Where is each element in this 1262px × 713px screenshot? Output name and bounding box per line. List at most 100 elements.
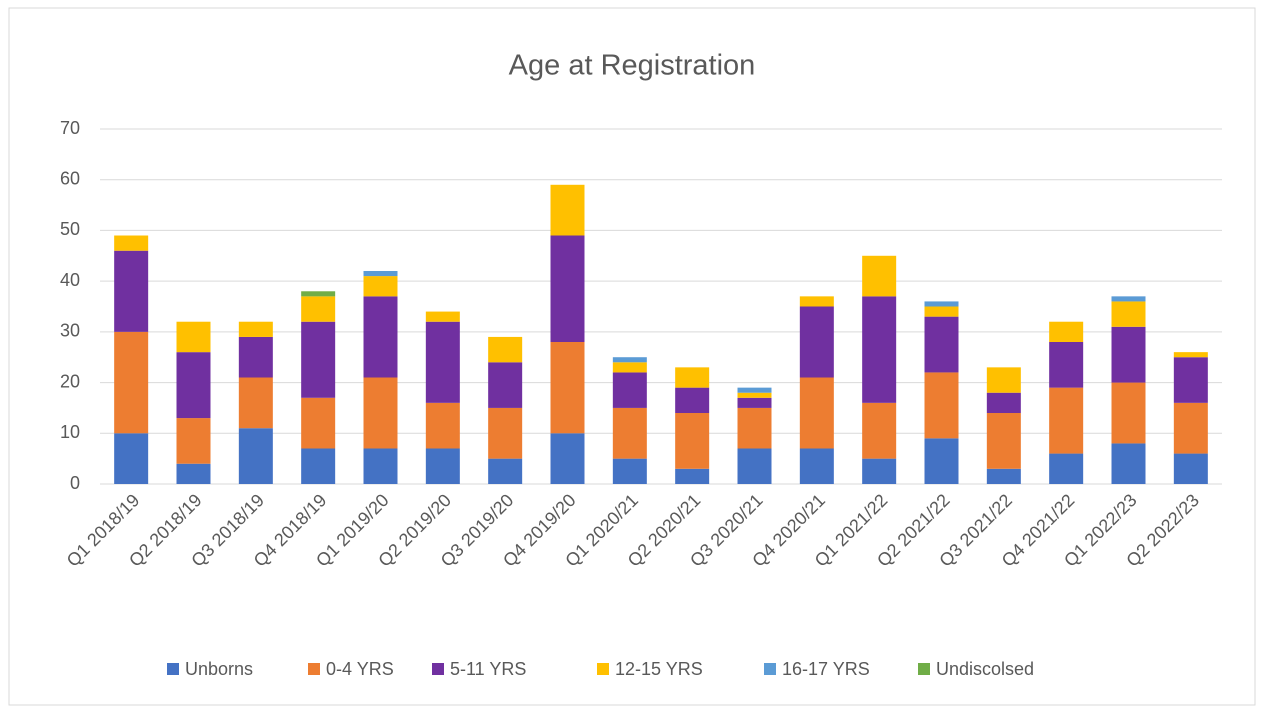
bar-segment bbox=[924, 372, 959, 439]
y-tick-label: 60 bbox=[60, 168, 80, 188]
y-tick-label: 0 bbox=[70, 473, 80, 493]
bar-segment bbox=[1173, 402, 1208, 454]
bar-segment bbox=[1173, 357, 1208, 403]
bar-segment bbox=[301, 448, 336, 484]
bar-segment bbox=[176, 418, 211, 464]
bar-segment bbox=[425, 321, 460, 403]
bar-segment bbox=[363, 276, 398, 297]
bar-segment bbox=[675, 413, 710, 469]
chart-title: Age at Registration bbox=[509, 50, 756, 82]
legend-swatch bbox=[918, 663, 930, 675]
bar-segment bbox=[862, 402, 897, 459]
bar-segment bbox=[1111, 382, 1146, 444]
bar-segment bbox=[799, 448, 834, 484]
y-tick-label: 40 bbox=[60, 270, 80, 290]
legend-label: 0-4 YRS bbox=[326, 659, 394, 679]
legend-label: 12-15 YRS bbox=[615, 659, 703, 679]
bar-segment bbox=[238, 377, 273, 429]
bar-segment bbox=[176, 352, 211, 419]
legend-label: 5-11 YRS bbox=[450, 659, 526, 679]
bar-segment bbox=[425, 311, 460, 322]
bar-segment bbox=[1111, 326, 1146, 383]
bar-segment bbox=[737, 448, 772, 484]
bar-segment bbox=[986, 413, 1021, 469]
chart-border bbox=[8, 7, 1256, 706]
legend-swatch bbox=[432, 663, 444, 675]
bar-segment bbox=[114, 331, 149, 434]
legend-label: Undiscolsed bbox=[936, 659, 1034, 679]
y-tick-label: 70 bbox=[60, 118, 80, 138]
bar-segment bbox=[363, 448, 398, 484]
legend-swatch bbox=[764, 663, 776, 675]
bar-segment bbox=[488, 407, 523, 459]
bar-segment bbox=[862, 458, 897, 484]
y-tick-label: 50 bbox=[60, 219, 80, 239]
bar-segment bbox=[1049, 321, 1084, 342]
bar-segment bbox=[986, 392, 1021, 413]
bar-segment bbox=[862, 296, 897, 403]
bar-segment bbox=[425, 448, 460, 484]
bar-segment bbox=[986, 468, 1021, 484]
bar-segment bbox=[675, 387, 710, 413]
bar-segment bbox=[612, 372, 647, 408]
bar-segment bbox=[799, 296, 834, 307]
bar-segment bbox=[737, 387, 772, 393]
y-tick-label: 30 bbox=[60, 321, 80, 341]
bar-segment bbox=[488, 336, 523, 363]
bar-segment bbox=[862, 255, 897, 297]
bar-segment bbox=[737, 397, 772, 408]
bar-segment bbox=[114, 433, 149, 484]
bar-segment bbox=[363, 377, 398, 449]
bar-segment bbox=[550, 184, 585, 236]
bar-segment bbox=[1049, 453, 1084, 484]
legend-swatch bbox=[308, 663, 320, 675]
bar-segment bbox=[114, 250, 149, 332]
bar-segment bbox=[301, 397, 336, 449]
y-tick-label: 20 bbox=[60, 371, 80, 391]
bar-segment bbox=[176, 321, 211, 353]
bar-segment bbox=[238, 336, 273, 378]
bar-segment bbox=[301, 291, 336, 297]
bar-segment bbox=[301, 296, 336, 322]
bar-segment bbox=[550, 342, 585, 434]
bar-segment bbox=[301, 321, 336, 398]
bar-segment bbox=[986, 367, 1021, 393]
bar-segment bbox=[488, 362, 523, 408]
bar-segment bbox=[799, 306, 834, 378]
bar-segment bbox=[238, 321, 273, 337]
bar-segment bbox=[737, 407, 772, 449]
bar-segment bbox=[1111, 296, 1146, 302]
bar-segment bbox=[924, 316, 959, 373]
legend-swatch bbox=[167, 663, 179, 675]
bar-segment bbox=[612, 357, 647, 363]
bar-segment bbox=[114, 235, 149, 251]
bar-segment bbox=[425, 402, 460, 449]
bar-segment bbox=[675, 468, 710, 484]
bar-segment bbox=[550, 235, 585, 342]
bar-segment bbox=[550, 433, 585, 484]
bar-segment bbox=[924, 306, 959, 317]
legend-label: Unborns bbox=[185, 659, 253, 679]
bar-segment bbox=[924, 301, 959, 307]
legend-label: 16-17 YRS bbox=[782, 659, 870, 679]
legend-swatch bbox=[597, 663, 609, 675]
bar-segment bbox=[1111, 301, 1146, 327]
bar-segment bbox=[488, 458, 523, 484]
bar-segment bbox=[1173, 453, 1208, 484]
bar-segment bbox=[799, 377, 834, 449]
bar-segment bbox=[363, 296, 398, 378]
bar-segment bbox=[612, 362, 647, 373]
bar-segment bbox=[238, 428, 273, 484]
bar-segment bbox=[612, 407, 647, 459]
bar-segment bbox=[1173, 352, 1208, 358]
bar-segment bbox=[924, 438, 959, 484]
bar-segment bbox=[363, 271, 398, 277]
bar-segment bbox=[1111, 443, 1146, 484]
bar-segment bbox=[176, 463, 211, 484]
bar-segment bbox=[675, 367, 710, 388]
y-tick-label: 10 bbox=[60, 422, 80, 442]
bar-segment bbox=[612, 458, 647, 484]
bar-segment bbox=[1049, 342, 1084, 388]
bar-segment bbox=[1049, 387, 1084, 454]
